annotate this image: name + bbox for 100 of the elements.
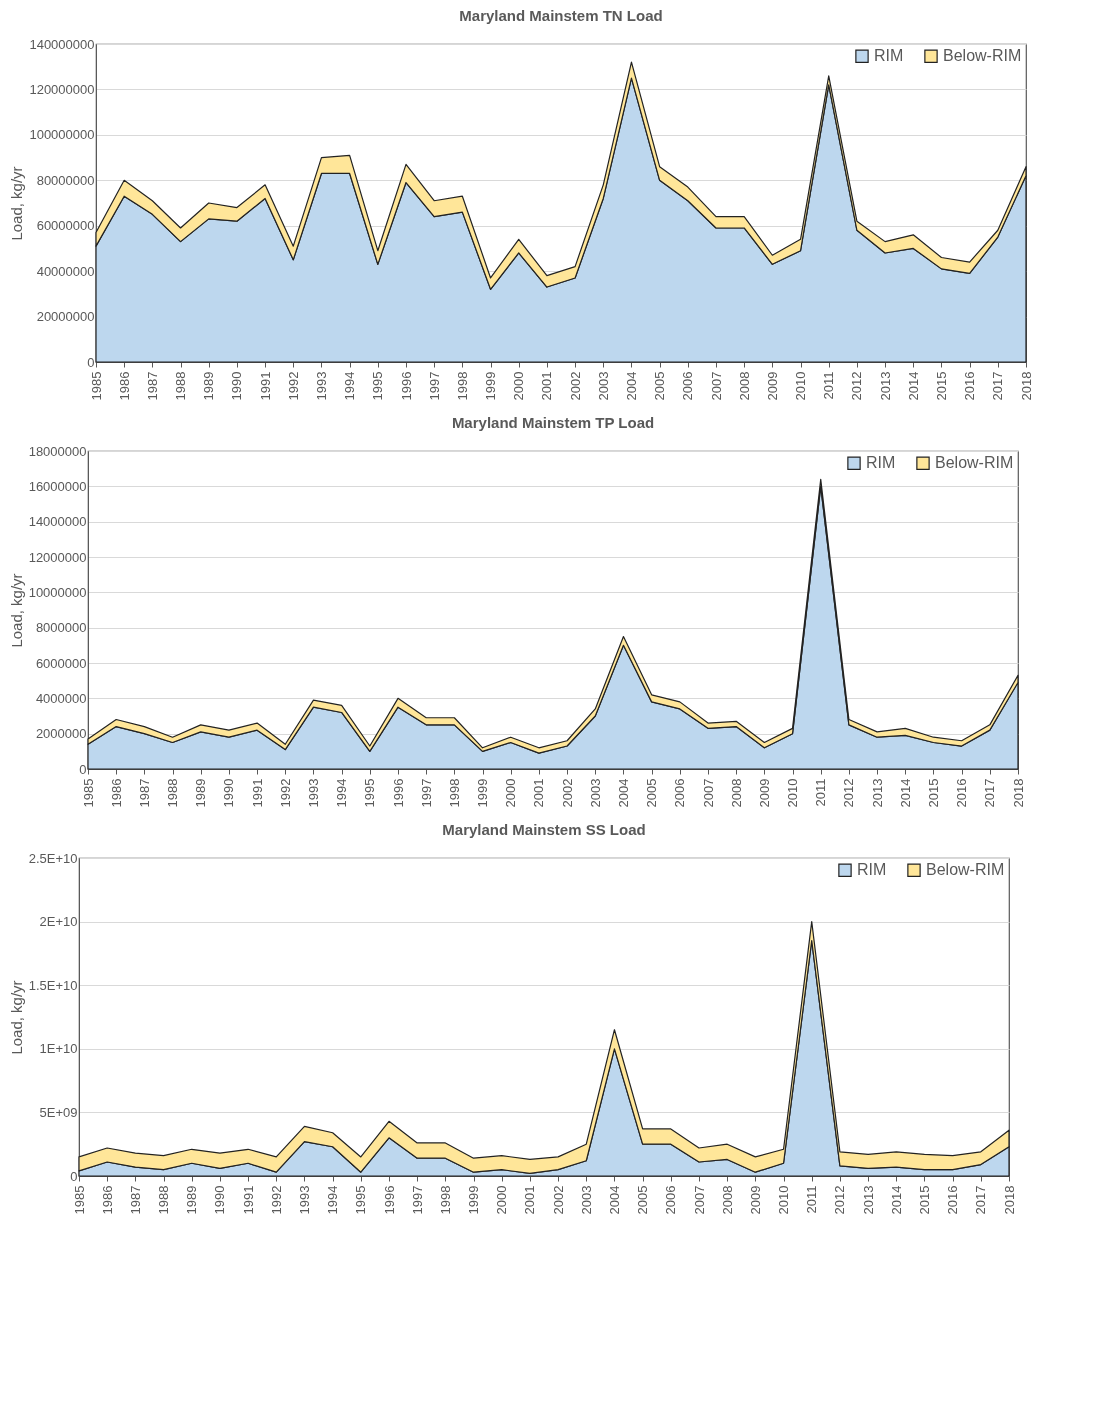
y-tick-label: 10000000 — [28, 584, 87, 600]
y-tick-label: 100000000 — [29, 127, 95, 143]
x-tick-label: 1990 — [221, 778, 237, 808]
legend-label: Below-RIM — [926, 861, 1005, 879]
x-tick-label: 2014 — [905, 371, 921, 401]
x-tick-label: 2011 — [821, 371, 837, 400]
y-tick-label: 120000000 — [29, 81, 95, 97]
y-tick-label: 0 — [70, 1168, 78, 1184]
x-tick-label: 1998 — [454, 371, 470, 401]
x-tick-label: 2018 — [1010, 778, 1026, 808]
x-tick-label: 1995 — [353, 1185, 369, 1215]
x-tick-label: 2006 — [672, 778, 688, 808]
x-tick-label: 1988 — [165, 778, 181, 808]
x-tick-label: 2004 — [615, 778, 631, 808]
y-tick-label: 40000000 — [36, 263, 95, 279]
x-tick-label: 2002 — [567, 371, 583, 401]
x-tick-label: 1990 — [229, 371, 245, 401]
x-tick-label: 1993 — [296, 1185, 312, 1215]
x-tick-label: 2009 — [756, 778, 772, 808]
y-tick-label: 6000000 — [35, 655, 87, 671]
x-tick-label: 1988 — [156, 1185, 172, 1215]
x-tick-label: 2015 — [916, 1185, 932, 1215]
x-tick-label: 2000 — [511, 371, 527, 401]
x-tick-label: 2011 — [813, 778, 829, 807]
y-tick-label: 12000000 — [28, 549, 87, 565]
x-tick-label: 1986 — [99, 1185, 115, 1215]
x-tick-label: 2013 — [860, 1185, 876, 1215]
x-tick-label: 2002 — [559, 778, 575, 808]
x-tick-label: 1992 — [285, 371, 301, 401]
y-axis-title: Load, kg/yr — [7, 573, 25, 648]
x-tick-label: 2010 — [793, 371, 809, 401]
y-tick-label: 0 — [87, 354, 95, 370]
y-tick-label: 2E+10 — [39, 914, 78, 930]
chart-title: Maryland Mainstem SS Load — [442, 821, 646, 838]
x-tick-label: 2007 — [700, 778, 716, 808]
x-tick-label: 2016 — [954, 778, 970, 808]
x-tick-label: 2005 — [652, 371, 668, 401]
x-tick-label: 2012 — [841, 778, 857, 808]
x-tick-label: 1996 — [398, 371, 414, 401]
x-tick-label: 2007 — [708, 371, 724, 401]
legend-label: RIM — [857, 861, 887, 879]
legend-label: RIM — [866, 454, 896, 472]
x-tick-label: 2003 — [587, 778, 603, 808]
y-tick-label: 20000000 — [36, 309, 95, 325]
x-tick-label: 2013 — [877, 371, 893, 401]
x-tick-label: 1987 — [144, 371, 160, 401]
x-tick-label: 1999 — [475, 778, 491, 808]
y-tick-label: 4000000 — [35, 690, 87, 706]
x-tick-label: 1987 — [127, 1185, 143, 1215]
x-tick-label: 1986 — [116, 371, 132, 401]
legend-label: Below-RIM — [935, 454, 1014, 472]
x-tick-label: 2018 — [1018, 371, 1034, 401]
x-tick-label: 1997 — [418, 778, 434, 808]
y-tick-label: 5E+09 — [39, 1104, 78, 1120]
x-tick-label: 1993 — [313, 371, 329, 401]
x-tick-label: 1989 — [184, 1185, 200, 1215]
x-tick-label: 2017 — [973, 1185, 989, 1215]
x-tick-label: 2014 — [897, 778, 913, 808]
y-tick-label: 14000000 — [28, 514, 87, 530]
y-tick-label: 8000000 — [35, 620, 87, 636]
x-tick-label: 2014 — [888, 1185, 904, 1215]
legend-label: Below-RIM — [943, 47, 1022, 65]
x-tick-label: 2008 — [728, 778, 744, 808]
x-tick-label: 2011 — [804, 1185, 820, 1214]
x-tick-label: 1991 — [240, 1185, 256, 1215]
x-tick-label: 1998 — [446, 778, 462, 808]
y-tick-label: 1E+10 — [39, 1041, 78, 1057]
x-tick-label: 2012 — [849, 371, 865, 401]
x-tick-label: 2015 — [925, 778, 941, 808]
x-tick-label: 1989 — [201, 371, 217, 401]
x-tick-label: 1996 — [390, 778, 406, 808]
x-tick-label: 1999 — [466, 1185, 482, 1215]
x-tick-label: 1989 — [193, 778, 209, 808]
y-tick-label: 60000000 — [36, 218, 95, 234]
x-tick-label: 2009 — [747, 1185, 763, 1215]
y-tick-label: 1.5E+10 — [28, 977, 78, 993]
y-tick-label: 80000000 — [36, 172, 95, 188]
x-tick-label: 1998 — [437, 1185, 453, 1215]
x-tick-label: 2008 — [736, 371, 752, 401]
x-tick-label: 1992 — [268, 1185, 284, 1215]
x-tick-label: 2001 — [522, 1185, 538, 1215]
x-tick-label: 2000 — [503, 778, 519, 808]
x-tick-label: 1995 — [370, 371, 386, 401]
x-tick-label: 2016 — [945, 1185, 961, 1215]
x-tick-label: 1994 — [342, 371, 358, 401]
x-tick-label: 2003 — [595, 371, 611, 401]
legend-label: RIM — [874, 47, 904, 65]
x-tick-label: 1993 — [305, 778, 321, 808]
x-tick-label: 1985 — [88, 371, 104, 401]
x-tick-label: 2002 — [550, 1185, 566, 1215]
x-tick-label: 2017 — [990, 371, 1006, 401]
chart-title: Maryland Mainstem TP Load — [451, 414, 655, 431]
x-tick-label: 1992 — [277, 778, 293, 808]
y-tick-label: 140000000 — [29, 36, 95, 52]
x-tick-label: 2004 — [623, 371, 639, 401]
y-tick-label: 16000000 — [28, 478, 87, 494]
x-tick-label: 2009 — [764, 371, 780, 401]
chart-title: Maryland Mainstem TN Load — [459, 7, 663, 24]
x-tick-label: 1995 — [362, 778, 378, 808]
x-tick-label: 2001 — [531, 778, 547, 808]
